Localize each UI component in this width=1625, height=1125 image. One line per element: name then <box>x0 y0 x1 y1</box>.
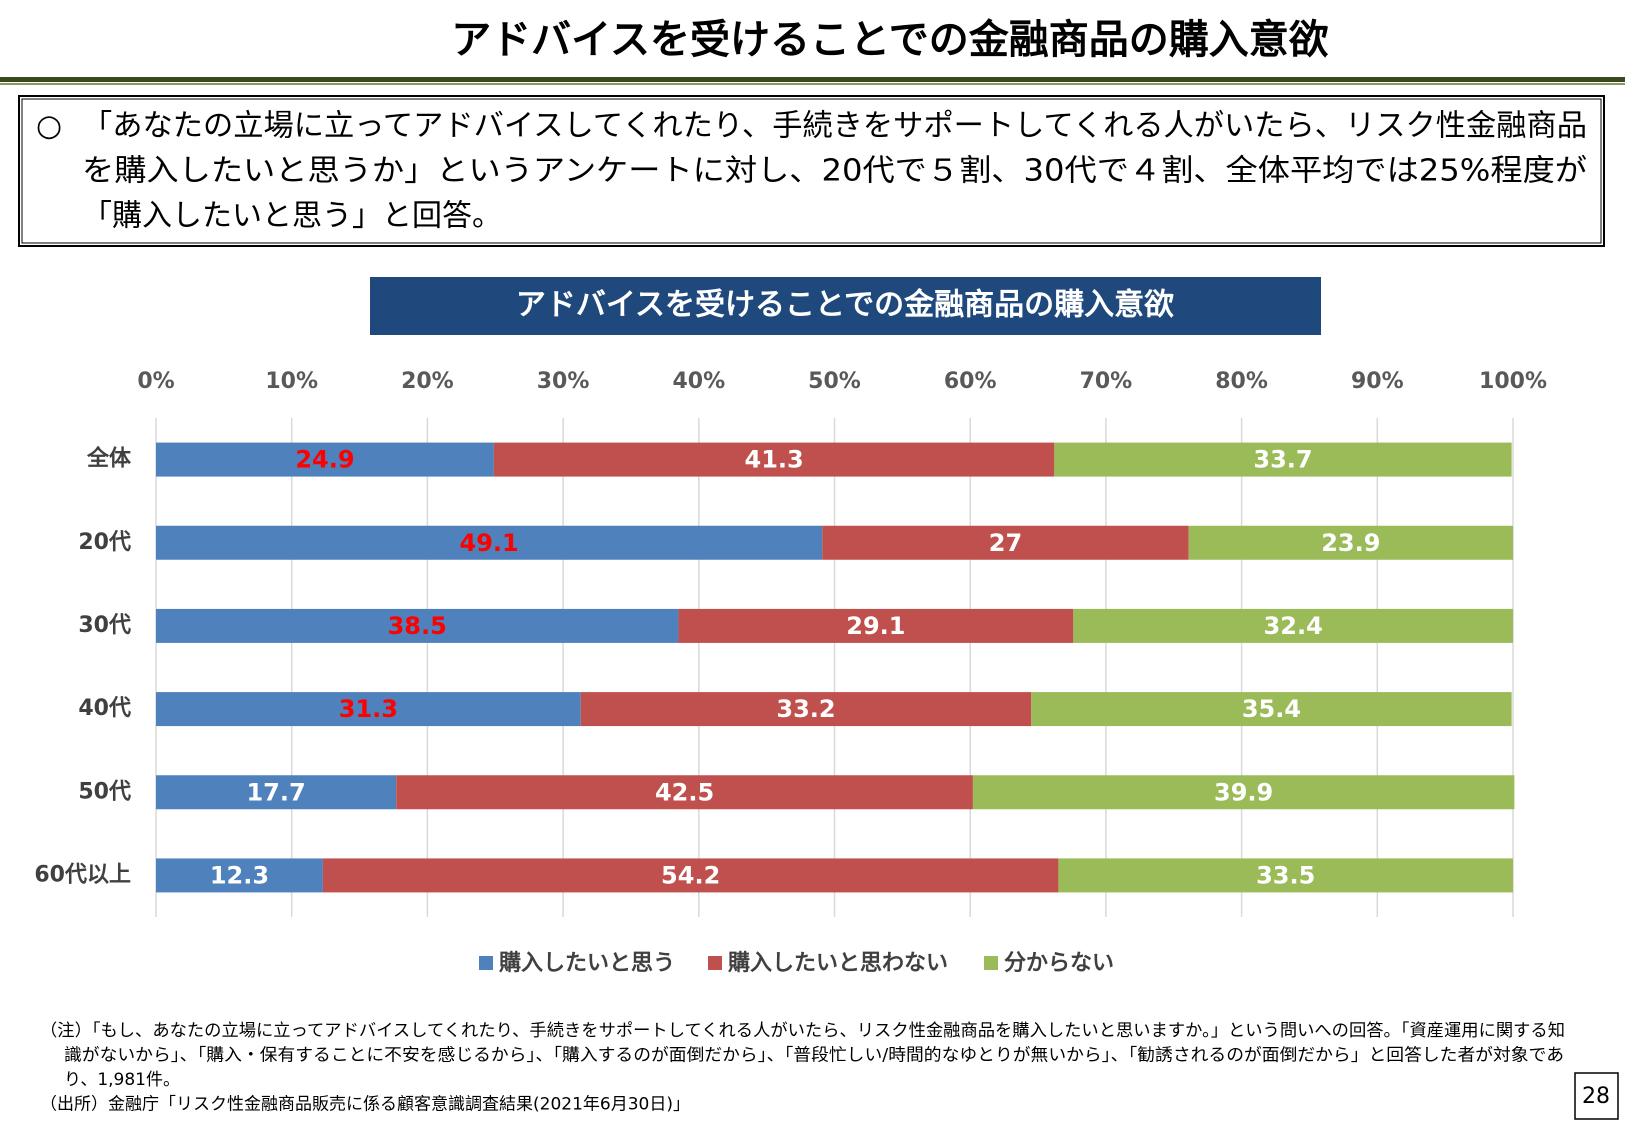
value-label: 49.1 <box>460 529 519 557</box>
y-tick-label: 40代 <box>78 696 131 721</box>
value-label: 24.9 <box>295 446 354 474</box>
value-label: 31.3 <box>339 695 398 723</box>
bar-segment <box>822 525 1189 560</box>
x-tick-label: 80% <box>1215 369 1268 394</box>
x-tick-label: 20% <box>401 369 454 394</box>
value-label: 54.2 <box>661 861 720 889</box>
value-label: 12.3 <box>210 861 269 889</box>
bar-segment <box>156 442 494 477</box>
legend-label: 購入したいと思う <box>499 951 675 976</box>
y-tick-label: 60代以上 <box>34 862 131 887</box>
value-label: 17.7 <box>246 778 305 806</box>
value-label: 33.2 <box>776 695 835 723</box>
x-tick-label: 100% <box>1479 369 1547 394</box>
value-label: 38.5 <box>388 612 447 640</box>
x-tick-label: 60% <box>944 369 997 394</box>
bar-segment <box>156 525 823 560</box>
value-label: 41.3 <box>745 446 804 474</box>
summary-line: を購入したいと思うか」というアンケートに対し、20代で５割、30代で４割、全体平… <box>82 154 1587 189</box>
bar-segment <box>1054 442 1512 477</box>
footnote: 識がないから」、「購入・保有することに不安を感じるから」、「購入するのが面倒だか… <box>64 1046 1564 1066</box>
legend-label: 分からない <box>1004 951 1114 976</box>
bar-segment <box>156 608 679 643</box>
x-tick-label: 10% <box>265 369 318 394</box>
footnote: （注）「もし、あなたの立場に立ってアドバイスしてくれたり、手続きをサポートしてく… <box>40 1021 1565 1041</box>
legend-swatch <box>479 956 493 970</box>
legend-label: 購入したいと思わない <box>728 951 948 976</box>
legend-swatch <box>708 956 722 970</box>
chart-title-box <box>370 277 1321 335</box>
bar-segment <box>580 692 1032 727</box>
legend-swatch <box>984 956 998 970</box>
value-label: 35.4 <box>1242 695 1301 723</box>
bar-segment <box>493 442 1055 477</box>
y-tick-label: 50代 <box>78 779 131 804</box>
slide-title: アドバイスを受けることでの金融商品の購入意欲 <box>451 17 1329 63</box>
y-tick-label: 30代 <box>78 613 131 638</box>
title-rule <box>0 77 1625 82</box>
value-label: 23.9 <box>1321 529 1380 557</box>
value-label: 27 <box>989 529 1022 557</box>
page-number: 28 <box>1582 1084 1610 1109</box>
title-rule-light <box>0 83 1625 85</box>
bar-segment <box>322 858 1059 893</box>
x-tick-label: 50% <box>808 369 861 394</box>
x-tick-label: 40% <box>672 369 725 394</box>
chart-title: アドバイスを受けることでの金融商品の購入意欲 <box>516 288 1174 323</box>
footnote: り、1,981件。 <box>64 1070 180 1090</box>
bar-segment <box>396 775 973 810</box>
x-tick-label: 0% <box>137 369 174 394</box>
y-tick-label: 全体 <box>86 446 132 472</box>
bar-segment <box>1031 692 1512 727</box>
summary-box-inner <box>21 98 1602 244</box>
value-label: 42.5 <box>655 778 714 806</box>
summary-box <box>18 95 1605 247</box>
summary-line: 「あなたの立場に立ってアドバイスしてくれたり、手続きをサポートしてくれる人がいた… <box>82 109 1587 144</box>
value-label: 39.9 <box>1214 778 1273 806</box>
bar-segment <box>156 858 323 893</box>
bar-segment <box>156 775 397 810</box>
bar-segment <box>972 775 1515 810</box>
y-tick-label: 20代 <box>78 530 131 555</box>
summary-line: 「購入したいと思う」と回答。 <box>82 199 502 234</box>
bar-segment <box>156 692 581 727</box>
value-label: 32.4 <box>1264 612 1323 640</box>
x-tick-label: 70% <box>1080 369 1133 394</box>
bar-segment <box>1058 858 1513 893</box>
value-label: 33.5 <box>1256 861 1315 889</box>
x-tick-label: 30% <box>537 369 590 394</box>
value-label: 33.7 <box>1253 446 1312 474</box>
footnote: （出所）金融庁「リスク性金融商品販売に係る顧客意識調査結果(2021年6月30日… <box>40 1095 690 1115</box>
bar-segment <box>1073 608 1513 643</box>
value-label: 29.1 <box>846 612 905 640</box>
x-tick-label: 90% <box>1351 369 1404 394</box>
summary-bullet: ○ <box>36 109 62 144</box>
bar-segment <box>1188 525 1513 560</box>
bar-segment <box>678 608 1074 643</box>
page-number-box <box>1574 1072 1619 1120</box>
